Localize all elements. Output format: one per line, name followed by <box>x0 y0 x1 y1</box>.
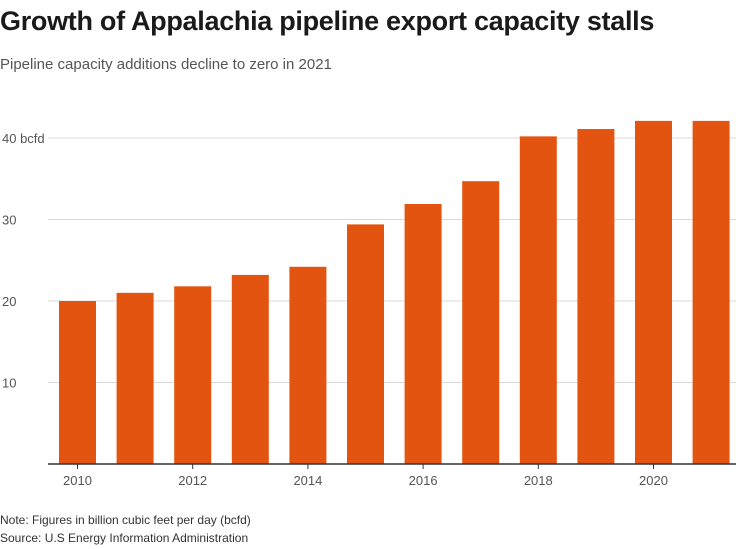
bar-2015 <box>347 224 384 464</box>
y-tick-label: 20 <box>2 294 16 309</box>
x-tick-label: 2014 <box>293 473 322 488</box>
bar-2010 <box>59 301 96 464</box>
x-tick-label: 2016 <box>409 473 438 488</box>
x-tick-labels: 2010 2012 2014 2016 2018 2020 <box>63 473 668 488</box>
y-tick-labels: 10 20 30 40 bcfd <box>2 131 45 391</box>
x-tick-label: 2010 <box>63 473 92 488</box>
bar-2011 <box>116 292 154 464</box>
bar-chart: 10 20 30 40 bcfd 2010 2012 2014 2016 2018 2020 <box>2 120 736 488</box>
y-tick-label: 40 bcfd <box>2 131 45 146</box>
y-tick-label: 30 <box>2 213 16 228</box>
bar-2018 <box>519 136 557 464</box>
footnote: Note: Figures in billion cubic feet per … <box>0 513 251 527</box>
chart-title: Growth of Appalachia pipeline export cap… <box>0 6 655 36</box>
x-tick-label: 2012 <box>178 473 207 488</box>
bar-2017 <box>462 181 500 464</box>
chart-subtitle: Pipeline capacity additions decline to z… <box>0 56 332 73</box>
bar-2019 <box>577 129 615 464</box>
bar-2016 <box>404 204 442 464</box>
x-axis <box>48 463 736 469</box>
gridlines <box>48 137 736 383</box>
y-tick-label: 10 <box>2 376 16 391</box>
bar-2021 <box>692 120 730 464</box>
bar-2020 <box>635 120 672 464</box>
bar-2014 <box>289 266 327 464</box>
x-tick-label: 2020 <box>639 473 668 488</box>
bar-2013 <box>231 274 269 464</box>
source-line: Source: U.S Energy Information Administr… <box>0 531 249 545</box>
bar-2012 <box>174 286 212 464</box>
bars <box>59 120 730 464</box>
x-tick-label: 2018 <box>524 473 553 488</box>
